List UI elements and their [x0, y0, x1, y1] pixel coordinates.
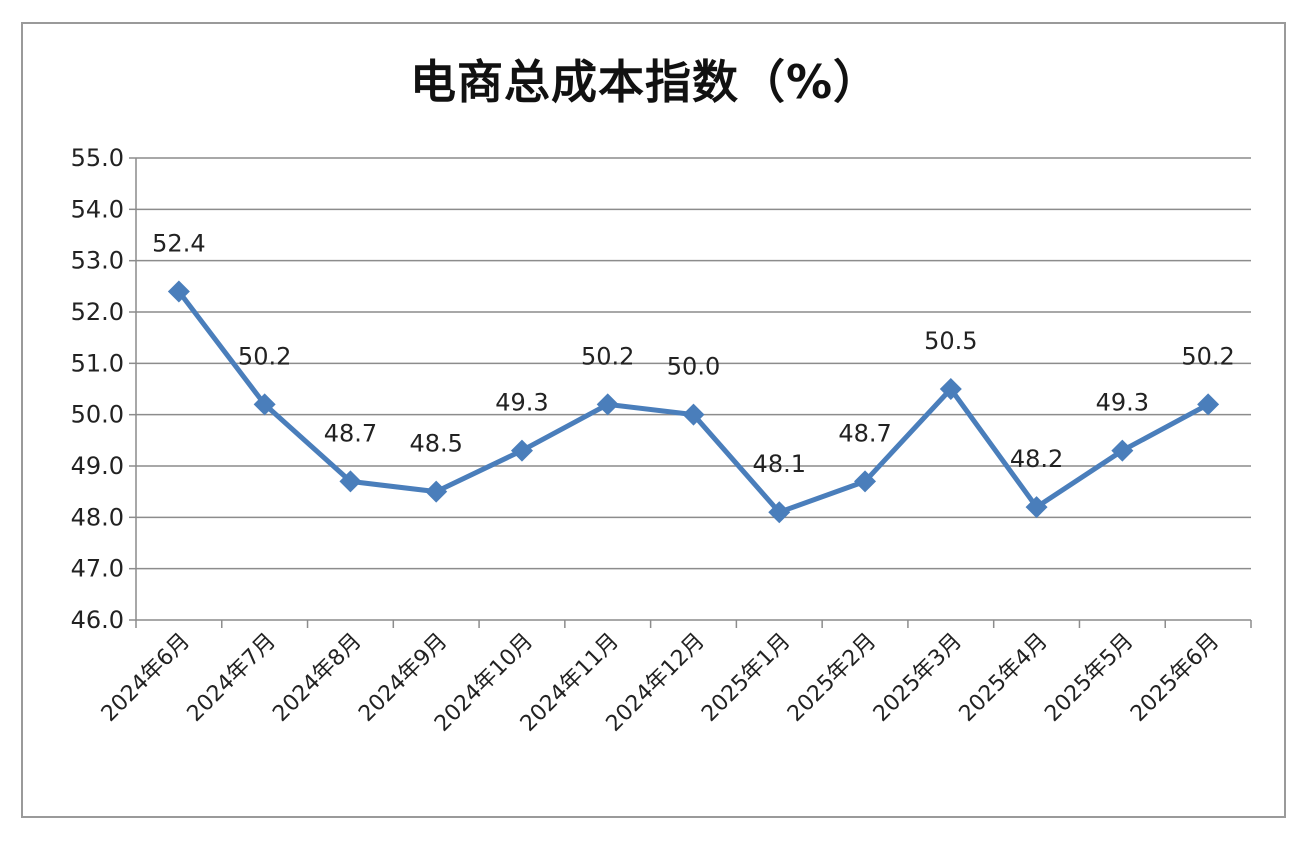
y-tick-label: 50.0 — [71, 401, 124, 429]
axes — [129, 157, 1252, 628]
y-tick-label: 55.0 — [71, 144, 124, 172]
data-point-marker — [339, 470, 362, 493]
data-label: 48.5 — [409, 430, 462, 458]
gridlines — [136, 157, 1251, 570]
data-point-marker — [253, 393, 276, 416]
data-point-marker — [682, 403, 705, 426]
data-label: 50.2 — [238, 342, 291, 370]
data-point-marker — [939, 378, 962, 400]
series-line-path — [176, 288, 1211, 515]
data-point-marker — [1111, 439, 1134, 462]
y-tick-label: 46.0 — [71, 606, 124, 634]
x-tick-label: 2025年4月 — [955, 629, 1053, 727]
y-tick-label: 54.0 — [71, 195, 124, 223]
data-point-marker — [425, 480, 448, 503]
data-label: 50.2 — [581, 342, 634, 370]
series-line — [176, 288, 1211, 515]
chart-title: 电商总成本指数（%） — [409, 55, 881, 109]
data-markers — [167, 280, 1220, 524]
x-tick-label: 2025年6月 — [1126, 629, 1224, 727]
x-tick-label: 2025年5月 — [1040, 629, 1138, 727]
x-tick-label: 2025年1月 — [697, 629, 795, 727]
y-tick-label: 48.0 — [71, 503, 124, 531]
y-tick-label: 49.0 — [71, 452, 124, 480]
x-tick-label: 2025年3月 — [869, 629, 967, 727]
data-point-marker — [596, 393, 619, 416]
data-label: 48.1 — [753, 450, 806, 478]
x-tick-labels: 2024年6月2024年7月2024年8月2024年9月2024年10月2024… — [97, 629, 1225, 737]
data-label: 48.7 — [324, 419, 377, 447]
data-point-marker — [768, 501, 791, 524]
y-tick-labels: 46.0 47.0 48.0 49.0 50.0 51.0 52.0 53.0 54.0 55.0 — [71, 144, 124, 634]
data-label: 49.3 — [1096, 389, 1149, 417]
data-point-marker — [510, 439, 533, 462]
data-label: 48.2 — [1010, 445, 1063, 473]
data-point-marker — [1197, 393, 1220, 416]
x-tick-label: 2025年2月 — [783, 629, 881, 727]
data-label: 50.0 — [667, 353, 720, 381]
y-tick-label: 53.0 — [71, 247, 124, 275]
data-label: 48.7 — [838, 419, 891, 447]
x-tick-label: 2024年8月 — [268, 629, 366, 727]
data-point-marker — [167, 280, 190, 303]
data-point-marker — [854, 470, 877, 493]
y-tick-label: 51.0 — [71, 349, 124, 377]
data-label: 49.3 — [495, 389, 548, 417]
y-tick-label: 47.0 — [71, 555, 124, 583]
x-tick-label: 2024年7月 — [183, 629, 281, 727]
data-labels: 52.4 50.2 48.7 48.5 49.3 50.2 50.0 48.1 48.7 50.5… — [152, 229, 1235, 478]
x-tick-label: 2024年6月 — [97, 629, 195, 727]
data-label: 50.5 — [924, 327, 977, 355]
data-point-marker — [1025, 496, 1048, 519]
y-tick-label: 52.0 — [71, 298, 124, 326]
data-label: 52.4 — [152, 229, 205, 257]
chart-frame — [21, 22, 1286, 818]
data-label: 50.2 — [1181, 342, 1234, 370]
